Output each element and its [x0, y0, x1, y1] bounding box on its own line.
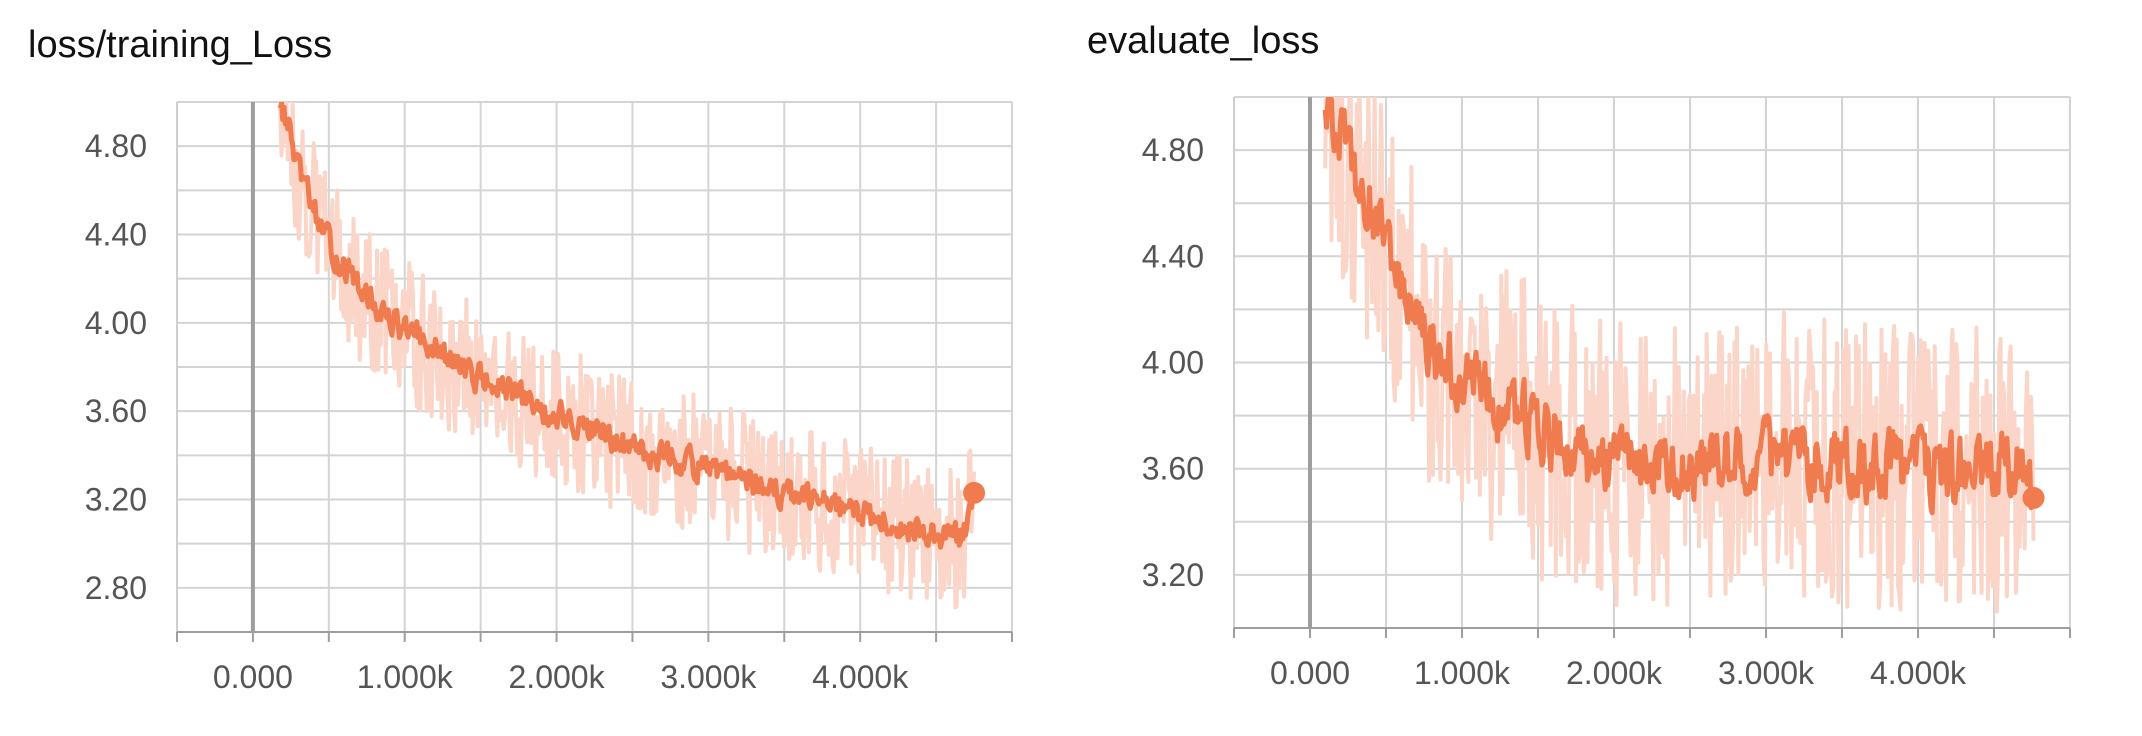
x-tick-label: 4.000k	[812, 659, 909, 695]
x-tick-label: 3.000k	[660, 659, 757, 695]
training-loss-chart: loss/training_Loss 2.80 3.20 3.60 4.00 4.40 4…	[0, 0, 1060, 736]
raw-loss-series	[1323, 97, 2036, 614]
smoothed-loss-series	[1322, 97, 2036, 516]
y-tick-label: 4.40	[1142, 238, 1204, 274]
y-tick-label: 3.60	[85, 393, 147, 429]
y-tick-label: 3.20	[1142, 557, 1204, 593]
x-tick-label: 0.000	[1270, 655, 1350, 691]
x-tick-label: 2.000k	[1566, 655, 1663, 691]
x-tick-label: 1.000k	[1414, 655, 1511, 691]
evaluate-loss-plot: 3.20 3.60 4.00 4.40 4.80 0.000 1.000k 2.000k 3.0…	[1142, 96, 2071, 691]
last-point-marker	[2022, 486, 2045, 509]
chart-title: evaluate_loss	[1087, 20, 1320, 62]
y-tick-label: 3.20	[85, 482, 147, 518]
y-tick-label: 4.00	[85, 305, 147, 341]
y-tick-label: 4.80	[1142, 132, 1204, 168]
y-tick-label: 3.60	[1142, 451, 1204, 487]
smoothed-loss-series	[277, 102, 977, 550]
y-tick-label: 4.00	[1142, 345, 1204, 381]
evaluate-loss-chart: evaluate_loss 3.20 3.60 4.00 4.40 4.80 0.000 1…	[1060, 0, 2142, 736]
y-tick-label: 4.40	[85, 217, 147, 253]
x-tick-label: 3.000k	[1718, 655, 1815, 691]
training-loss-plot: 2.80 3.20 3.60 4.00 4.40 4.80 0.000 1.000k 2.000…	[85, 101, 1013, 695]
raw-loss-series	[278, 102, 976, 610]
x-tick-label: 0.000	[213, 659, 293, 695]
chart-title: loss/training_Loss	[28, 24, 333, 66]
x-tick-label: 1.000k	[357, 659, 454, 695]
last-point-marker	[963, 481, 986, 504]
y-tick-label: 4.80	[85, 128, 147, 164]
x-tick-label: 2.000k	[509, 659, 606, 695]
y-tick-label: 2.80	[85, 570, 147, 606]
x-tick-label: 4.000k	[1870, 655, 1967, 691]
